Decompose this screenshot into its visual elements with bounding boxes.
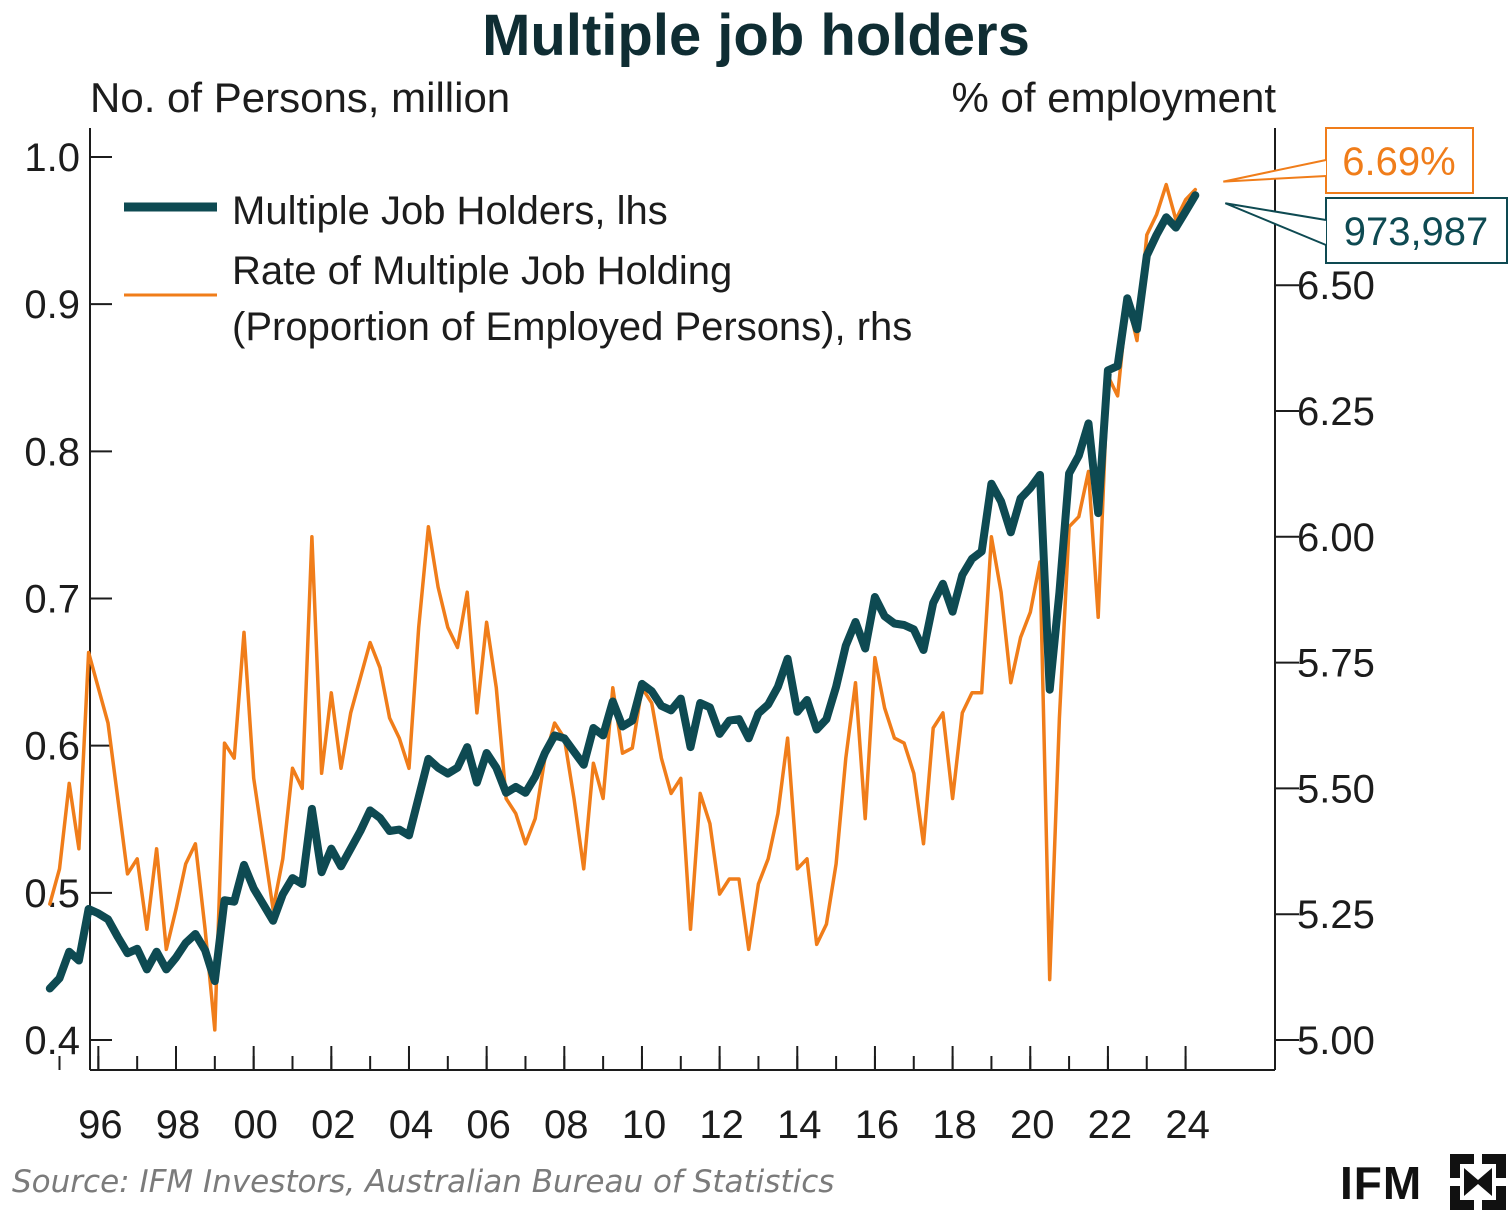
chart-axes: 0.40.50.60.70.80.91.05.005.255.505.756.0… — [24, 128, 1375, 1147]
right-tick-label: 6.50 — [1297, 264, 1375, 308]
x-tick-label: 24 — [1165, 1103, 1210, 1147]
callout-box-rhs — [1325, 127, 1474, 194]
right-axis-label: % of employment — [951, 74, 1276, 121]
x-tick-label: 20 — [1010, 1103, 1055, 1147]
left-tick-label: 0.9 — [24, 283, 80, 327]
right-tick-label: 6.00 — [1297, 516, 1375, 560]
left-axis-label: No. of Persons, million — [90, 74, 511, 121]
left-tick-label: 0.4 — [24, 1019, 80, 1063]
left-tick-label: 0.8 — [24, 430, 80, 474]
logo-mark-icon — [1450, 1154, 1506, 1210]
x-tick-label: 98 — [156, 1103, 201, 1147]
left-tick-label: 0.7 — [24, 578, 80, 622]
x-tick-label: 22 — [1088, 1103, 1133, 1147]
x-tick-label: 12 — [699, 1103, 744, 1147]
right-tick-label: 6.25 — [1297, 390, 1375, 434]
x-tick-label: 00 — [233, 1103, 278, 1147]
x-tick-label: 18 — [932, 1103, 977, 1147]
right-tick-label: 5.50 — [1297, 767, 1375, 811]
right-tick-label: 5.25 — [1297, 893, 1375, 937]
x-tick-label: 16 — [855, 1103, 900, 1147]
right-tick-label: 5.75 — [1297, 642, 1375, 686]
callout-pointer-rhs — [1223, 159, 1327, 183]
legend-label-lhs: Multiple Job Holders, lhs — [232, 189, 668, 233]
chart-title: Multiple job holders — [482, 3, 1030, 68]
x-tick-label: 14 — [777, 1103, 822, 1147]
source-note: Source: IFM Investors, Australian Bureau… — [12, 1164, 835, 1200]
x-tick-label: 08 — [544, 1103, 589, 1147]
left-tick-label: 0.6 — [24, 725, 80, 769]
callout-label-rhs: 6.69% — [1342, 140, 1455, 184]
callout-pointer-lhs — [1224, 202, 1327, 246]
x-tick-label: 10 — [622, 1103, 667, 1147]
x-tick-label: 02 — [311, 1103, 356, 1147]
line-chart: 0.40.50.60.70.80.91.05.005.255.505.756.0… — [24, 127, 1508, 1147]
callout-box-lhs — [1325, 197, 1508, 264]
left-tick-label: 1.0 — [24, 136, 80, 180]
end-value-callouts: 6.69% 973,987 — [1223, 127, 1508, 264]
legend-label-rhs: Rate of Multiple Job Holding — [232, 249, 732, 293]
chart-legend: Multiple Job Holders, lhs Rate of Multipl… — [124, 189, 912, 349]
callout-label-lhs: 973,987 — [1344, 210, 1489, 254]
legend-label-rhs-line2: (Proportion of Employed Persons), rhs — [232, 305, 912, 349]
series-holders-lhs — [45, 191, 1200, 993]
right-tick-label: 5.00 — [1297, 1019, 1375, 1063]
x-tick-label: 06 — [466, 1103, 511, 1147]
x-tick-label: 96 — [78, 1103, 123, 1147]
logo-text: IFM — [1340, 1157, 1423, 1209]
x-tick-label: 04 — [389, 1103, 434, 1147]
ifm-logo: IFM — [1340, 1152, 1510, 1212]
